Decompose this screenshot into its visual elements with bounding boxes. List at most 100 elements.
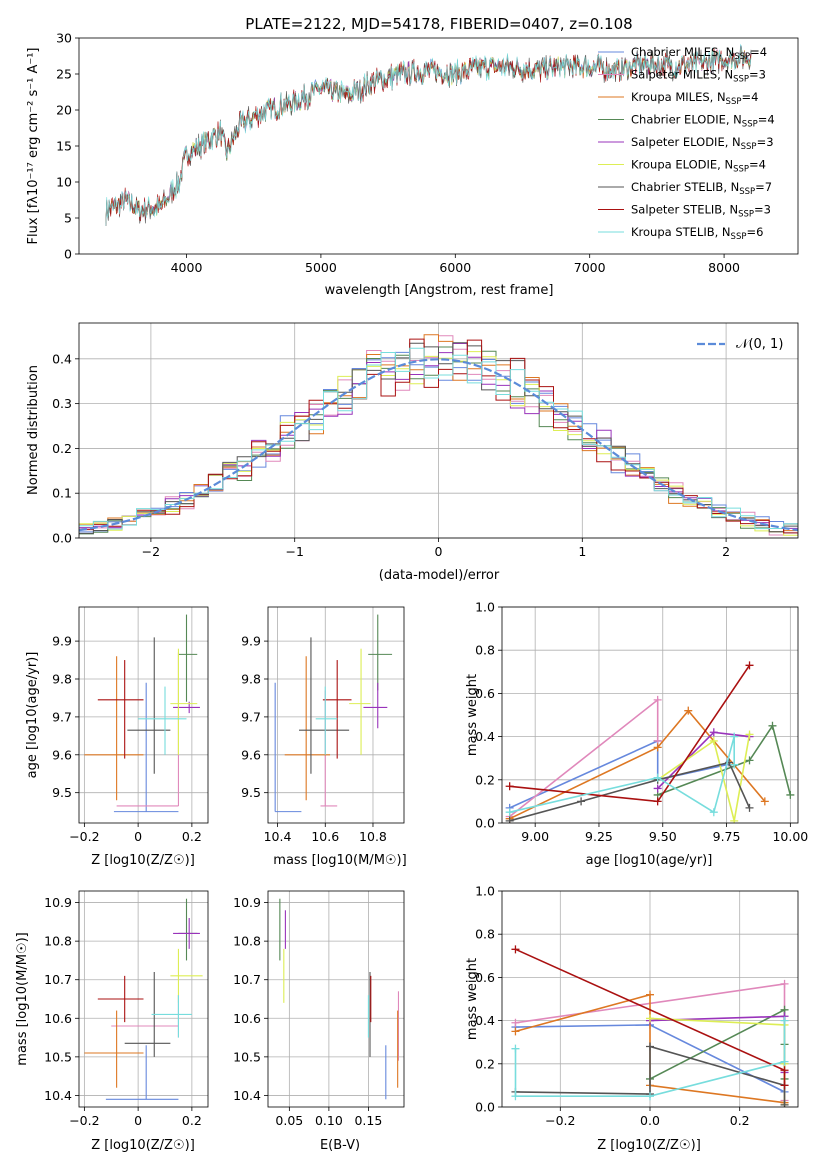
x-tick-label: 0.05 xyxy=(275,1113,303,1128)
series-marker xyxy=(709,728,718,737)
x-tick-label: 8000 xyxy=(708,260,740,275)
series-marker xyxy=(780,1057,789,1066)
y-tick-label: 0.3 xyxy=(52,396,72,411)
y-tick-label: 25 xyxy=(56,67,72,82)
x-tick-label: −2 xyxy=(142,544,160,559)
legend-entry: Kroupa MILES, NSSP=4 xyxy=(631,90,758,107)
series-marker xyxy=(505,782,514,791)
data-point-chabrier-stelib xyxy=(127,637,171,774)
series-line-kroupa-miles xyxy=(509,709,766,820)
x-axis-label: Z [log10(Z/Z☉)] xyxy=(91,853,195,868)
y-axis-label: Normed distribution xyxy=(26,365,41,495)
y-tick-label: 10.5 xyxy=(233,1049,261,1064)
y-tick-label: 0.4 xyxy=(475,1013,495,1028)
series-marker xyxy=(786,790,795,799)
y-tick-label: 10.6 xyxy=(233,1011,261,1026)
legend-entry: Salpeter MILES, NSSP=3 xyxy=(631,68,766,85)
axes-frame xyxy=(78,322,799,539)
y-tick-label: 0.8 xyxy=(475,643,495,658)
figure-title: PLATE=2122, MJD=54178, FIBERID=0407, z=0… xyxy=(245,15,632,33)
series-marker xyxy=(745,730,754,739)
panel-mass_vs_ebv: 0.05 0.10 0.15 10.4 10.5 10.6 10.7 10.8 10.9 E(B-… xyxy=(233,890,405,1153)
y-tick-label: 20 xyxy=(56,103,72,118)
data-point-salpeter-stelib xyxy=(97,975,144,1023)
axes-frame xyxy=(267,890,405,1108)
y-tick-label: 0.0 xyxy=(52,531,72,546)
plot-area xyxy=(84,614,200,813)
x-tick-label: 0.10 xyxy=(315,1113,343,1128)
data-point-kroupa-elodie xyxy=(349,648,371,755)
x-tick-label: 0 xyxy=(435,544,443,559)
data-point-kroupa-stelib xyxy=(138,686,187,755)
y-tick-label: 9.7 xyxy=(52,709,72,724)
series-marker xyxy=(646,1014,654,1023)
data-point-salpeter-stelib xyxy=(97,660,144,759)
x-tick-label: 0.15 xyxy=(354,1113,382,1128)
series-marker xyxy=(505,808,514,817)
y-tick-label: 0.4 xyxy=(475,729,495,744)
y-tick-label: 10.7 xyxy=(233,972,261,987)
data-point-chabrier-miles xyxy=(105,1045,179,1100)
y-tick-label: 10.5 xyxy=(44,1049,72,1064)
panel-age_vs_mass: 10.4 10.6 10.8 9.5 9.6 9.7 9.8 9.9 mass [log10(M… xyxy=(241,606,407,868)
y-tick-label: 9.9 xyxy=(52,634,72,649)
y-tick-label: 0.2 xyxy=(475,772,495,787)
plot-area xyxy=(511,945,789,1107)
series-marker xyxy=(653,695,662,704)
x-tick-label: 1 xyxy=(578,544,586,559)
x-tick-label: 9.75 xyxy=(713,829,741,844)
series-marker xyxy=(780,1081,789,1090)
series-marker xyxy=(653,743,662,752)
y-tick-label: 10.9 xyxy=(44,895,72,910)
data-point-kroupa-miles xyxy=(84,1010,144,1088)
plot-area xyxy=(505,661,795,823)
panel-weight_vs_Z: −0.2 0.0 0.2 0.0 0.2 0.4 0.6 0.8 1.0 Z [log10(Z/Z… xyxy=(465,884,799,1153)
series-marker xyxy=(684,706,693,715)
series-marker xyxy=(511,945,520,954)
x-tick-label: 5000 xyxy=(305,260,337,275)
data-point-kroupa-elodie xyxy=(170,948,203,1003)
y-tick-label: 10.9 xyxy=(233,895,261,910)
x-tick-label: 9.25 xyxy=(585,829,613,844)
x-tick-label: 7000 xyxy=(574,260,606,275)
series-marker xyxy=(730,732,739,741)
x-tick-label: 0 xyxy=(134,829,142,844)
y-tick-label: 0.6 xyxy=(475,686,495,701)
x-tick-label: 9.00 xyxy=(521,829,549,844)
x-axis-label: wavelength [Angstrom, rest frame] xyxy=(325,283,554,298)
series-marker xyxy=(760,797,769,806)
y-tick-label: 0.2 xyxy=(475,1056,495,1071)
y-tick-label: 0.0 xyxy=(475,816,495,831)
series-marker xyxy=(646,1092,654,1101)
plot-area xyxy=(274,614,393,813)
data-point-chabrier-elodie xyxy=(178,898,198,961)
legend-entry: Kroupa STELIB, NSSP=6 xyxy=(631,225,763,242)
y-tick-label: 10 xyxy=(56,175,72,190)
series-marker xyxy=(709,736,718,745)
panel-weight_vs_age: 9.00 9.25 9.50 9.75 10.00 0.0 0.2 0.4 0.6 0.8 1.0 a… xyxy=(465,600,808,869)
y-tick-label: 0.4 xyxy=(52,351,72,366)
y-tick-label: 5 xyxy=(64,211,72,226)
y-tick-label: 10.8 xyxy=(44,934,72,949)
x-tick-label: −1 xyxy=(285,544,303,559)
data-point-kroupa-miles xyxy=(84,656,144,801)
x-tick-label: −0.2 xyxy=(69,1113,99,1128)
panel-mass_vs_Z: −0.2 0 0.2 10.4 10.5 10.6 10.7 10.8 10.9 Z [log10… xyxy=(15,890,209,1153)
y-axis-label: age [log10(age/yr)] xyxy=(25,652,40,779)
legend-entry: Chabrier STELIB, NSSP=7 xyxy=(631,180,772,197)
series-marker xyxy=(653,773,662,782)
series-marker xyxy=(709,808,718,817)
legend-entry: Chabrier MILES, NSSP=4 xyxy=(631,45,767,62)
series-marker xyxy=(745,661,754,670)
data-point-kroupa-miles xyxy=(284,656,331,801)
x-tick-label: 0.2 xyxy=(182,1113,202,1128)
data-point-chabrier-miles xyxy=(113,682,179,813)
series-line-kroupa-stelib xyxy=(509,736,735,814)
plot-area xyxy=(105,43,752,226)
y-tick-label: 0.1 xyxy=(52,486,72,501)
y-tick-label: 30 xyxy=(56,31,72,46)
x-axis-label: mass [log10(M/M☉)] xyxy=(273,853,406,868)
data-point-salpeter-elodie xyxy=(363,682,388,729)
x-tick-label: −0.2 xyxy=(545,1113,575,1128)
